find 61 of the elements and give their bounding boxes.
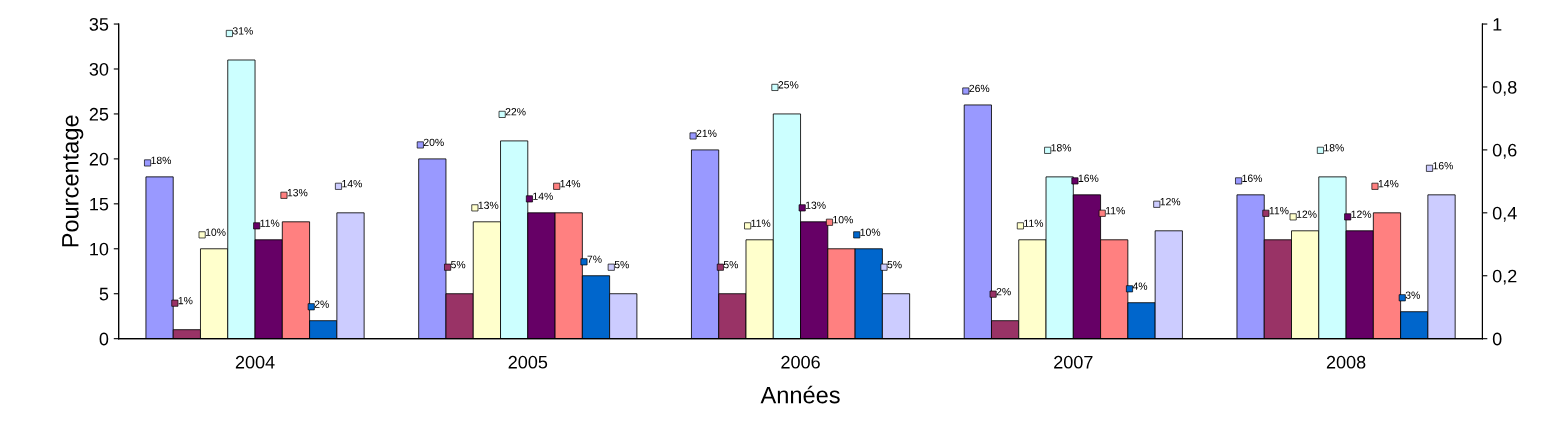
y-tick-label: 30 <box>89 62 109 76</box>
y-tick-label: 5 <box>99 287 109 301</box>
data-label: 12% <box>1351 210 1372 218</box>
y-tick-label: 0 <box>99 332 109 346</box>
data-label: 22% <box>505 108 526 116</box>
data-label: 5% <box>723 260 739 269</box>
data-label: 20% <box>423 138 444 147</box>
y-tick-label: 25 <box>89 107 109 121</box>
x-tick-label: 2008 <box>1326 355 1366 369</box>
data-label: 14% <box>342 180 362 188</box>
data-label: 5% <box>887 260 902 269</box>
data-label: 10% <box>860 228 881 236</box>
y2-tick-label: 1 <box>1493 18 1502 31</box>
y-axis-title: Pourcentage <box>62 115 84 247</box>
y2-tick-label: 0,6 <box>1492 143 1517 159</box>
data-label: 16% <box>1433 162 1454 170</box>
data-label: 14% <box>560 180 581 188</box>
data-label: 5% <box>614 260 629 269</box>
y2-tick-label: 0,4 <box>1492 206 1517 222</box>
data-label: 2% <box>314 300 329 308</box>
data-label: 12% <box>1296 210 1317 218</box>
x-tick-label: 2006 <box>781 355 820 369</box>
data-label: 11% <box>751 219 771 227</box>
data-label: 10% <box>205 228 226 236</box>
x-axis-title: Années <box>760 385 840 404</box>
y2-tick-label: 0,8 <box>1492 80 1517 96</box>
data-label: 13% <box>478 201 499 209</box>
data-label: 25% <box>778 81 799 89</box>
y2-tick-label: 0,2 <box>1492 269 1517 285</box>
data-label: 10% <box>833 215 853 224</box>
data-label: 18% <box>1051 144 1072 152</box>
data-label: 18% <box>1324 144 1344 152</box>
x-tick-label: 2007 <box>1054 355 1093 369</box>
y-tick-label: 35 <box>89 17 109 31</box>
data-label: 13% <box>805 201 826 209</box>
data-label: 18% <box>151 156 172 165</box>
data-label: 7% <box>587 255 602 263</box>
data-label: 2% <box>996 287 1011 296</box>
x-tick-label: 2005 <box>508 355 548 369</box>
data-label: 3% <box>1405 291 1420 299</box>
data-label: 13% <box>287 189 308 197</box>
data-label: 31% <box>232 27 253 35</box>
y-tick-label: 20 <box>89 152 109 166</box>
data-label: 14% <box>1378 180 1399 188</box>
data-label: 16% <box>1078 174 1099 182</box>
data-label: 4% <box>1132 282 1148 290</box>
data-label: 11% <box>1024 219 1044 227</box>
y-tick-label: 15 <box>90 197 109 211</box>
data-label: 14% <box>533 192 553 200</box>
x-tick-label: 2004 <box>235 355 275 369</box>
data-label: 21% <box>696 129 717 137</box>
y-tick-label: 10 <box>90 242 109 256</box>
data-label: 11% <box>1106 207 1125 215</box>
data-label: 5% <box>451 260 466 269</box>
data-label: 26% <box>969 84 990 93</box>
data-label: 11% <box>1269 207 1289 215</box>
data-label: 12% <box>1160 197 1181 206</box>
data-label: 16% <box>1242 174 1263 182</box>
y2-tick-label: 0 <box>1492 332 1502 346</box>
data-label: 1% <box>178 296 193 305</box>
data-label: 11% <box>260 219 280 227</box>
